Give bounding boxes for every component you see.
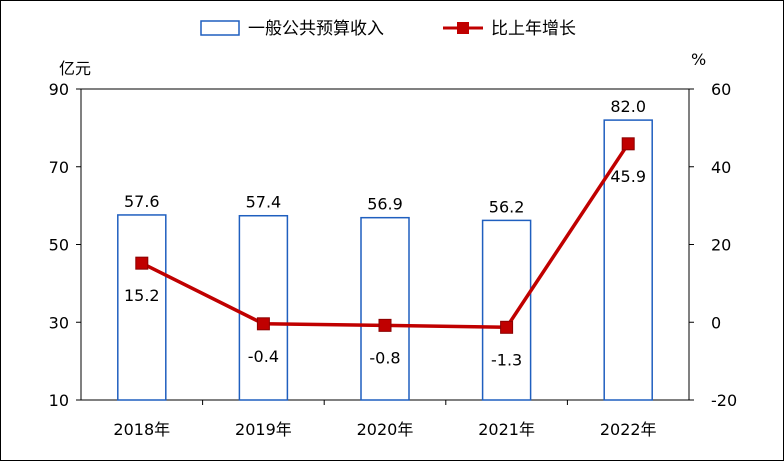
x-category-label: 2018年 xyxy=(113,420,170,439)
left-tick-label: 30 xyxy=(49,313,69,332)
growth-point xyxy=(135,256,149,270)
left-tick-label: 90 xyxy=(49,80,69,99)
left-tick-label: 70 xyxy=(49,158,69,177)
revenue-bar-label: 56.2 xyxy=(489,197,525,216)
growth-line-series: 15.2 -0.4 -0.8 -1.3 45.9 xyxy=(124,137,646,369)
right-axis: -20 0 20 40 60 xyxy=(689,80,737,410)
legend-bar-swatch xyxy=(200,20,240,36)
right-tick-label: 20 xyxy=(711,236,731,255)
growth-label: -1.3 xyxy=(491,350,522,369)
x-category-label: 2022年 xyxy=(600,420,657,439)
revenue-bar xyxy=(481,219,532,401)
growth-point xyxy=(256,317,270,331)
revenue-bar-label: 57.4 xyxy=(246,193,282,212)
left-tick-label: 50 xyxy=(49,236,69,255)
right-axis-unit: % xyxy=(691,50,706,69)
right-tick-label: 60 xyxy=(711,80,731,99)
left-axis-unit: 亿元 xyxy=(59,59,91,78)
growth-label: 15.2 xyxy=(124,286,160,305)
revenue-bar-label: 82.0 xyxy=(610,97,646,116)
legend: 一般公共预算收入 比上年增长 xyxy=(200,19,576,39)
x-category-label: 2020年 xyxy=(357,420,414,439)
legend-bar-label: 一般公共预算收入 xyxy=(248,19,384,39)
growth-label: 45.9 xyxy=(610,167,646,186)
revenue-bar-label: 57.6 xyxy=(124,192,160,211)
growth-label: -0.8 xyxy=(369,348,400,367)
revenue-bar xyxy=(603,119,653,401)
revenue-bar xyxy=(238,214,289,401)
bar-series xyxy=(117,119,653,401)
growth-point xyxy=(500,320,514,334)
bar-value-labels: 57.6 57.4 56.9 56.2 82.0 xyxy=(124,97,646,216)
x-axis-labels: 2018年 2019年 2020年 2021年 2022年 xyxy=(113,420,656,439)
right-tick-label: 0 xyxy=(711,313,721,332)
revenue-bar xyxy=(117,214,167,401)
left-tick-label: 10 xyxy=(49,391,69,410)
growth-point xyxy=(621,137,635,151)
left-axis: 10 30 50 70 90 xyxy=(49,80,568,410)
revenue-bar-label: 56.9 xyxy=(367,195,403,214)
x-category-label: 2019年 xyxy=(235,420,292,439)
revenue-bar xyxy=(360,216,410,401)
right-tick-label: 40 xyxy=(711,158,731,177)
legend-line-marker xyxy=(457,22,469,34)
right-tick-label: -20 xyxy=(711,391,737,410)
legend-line-label: 比上年增长 xyxy=(491,19,576,39)
growth-label: -0.4 xyxy=(248,347,279,366)
growth-point xyxy=(378,318,392,332)
x-category-label: 2021年 xyxy=(478,420,535,439)
